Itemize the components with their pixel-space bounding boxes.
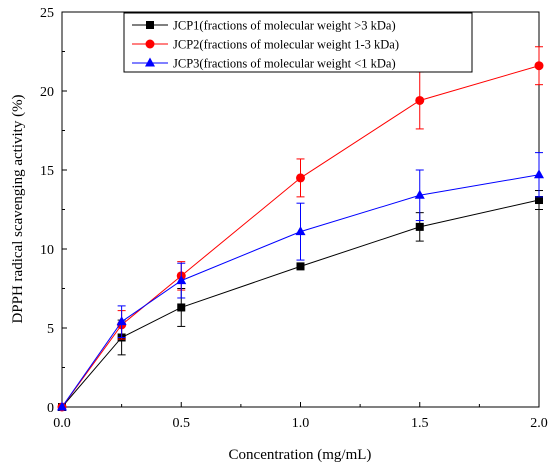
data-point <box>415 95 425 105</box>
data-point <box>296 173 305 183</box>
data-point <box>414 189 425 199</box>
data-point <box>176 275 187 285</box>
series-line <box>61 199 540 408</box>
legend-label: JCP3(fractions of molecular weight <1 kD… <box>173 57 396 71</box>
legend-marker <box>145 57 155 67</box>
y-tick-label: 10 <box>40 243 54 258</box>
x-tick-label: 2.0 <box>530 416 548 431</box>
y-tick-label: 15 <box>40 164 54 179</box>
y-tick-label: 0 <box>47 401 54 416</box>
legend-box <box>123 12 473 73</box>
series-layer <box>57 46 544 412</box>
data-point <box>177 303 186 312</box>
legend-label: JCP2(fractions of molecular weight 1-3 k… <box>173 38 399 52</box>
x-axis-label: Concentration (mg/mL) <box>229 447 372 463</box>
y-axis: 0 5 10 15 20 25 <box>40 6 67 416</box>
x-axis: 0.0 0.5 1.0 1.5 2.0 <box>53 402 548 431</box>
y-tick-label: 5 <box>47 322 54 337</box>
x-tick-label: 1.0 <box>292 416 310 431</box>
data-point <box>116 316 127 326</box>
legend-marker <box>145 39 155 49</box>
y-tick-label: 25 <box>40 6 54 21</box>
x-tick-label: 0.0 <box>53 416 71 431</box>
y-tick-label: 20 <box>40 85 54 100</box>
series-line <box>61 65 540 408</box>
series-3 <box>57 152 544 411</box>
legend-label: JCP1(fractions of molecular weight >3 kD… <box>173 19 396 33</box>
x-tick-label: 1.5 <box>411 416 429 431</box>
data-point <box>415 222 424 231</box>
legend-marker <box>146 21 154 29</box>
data-point <box>295 226 306 236</box>
data-point <box>534 61 544 71</box>
x-tick-label: 0.5 <box>173 416 191 431</box>
legend-entry: JCP2(fractions of molecular weight 1-3 k… <box>132 38 399 52</box>
series-line <box>61 174 540 408</box>
data-point <box>535 196 543 205</box>
data-point <box>57 401 67 411</box>
data-point <box>296 262 305 271</box>
legend-entry: JCP3(fractions of molecular weight <1 kD… <box>132 57 396 71</box>
data-point <box>534 169 544 179</box>
legend: JCP1(fractions of molecular weight >3 kD… <box>123 12 473 73</box>
legend-entry: JCP1(fractions of molecular weight >3 kD… <box>132 19 396 33</box>
y-axis-label: DPPH radical scavenging activity (%) <box>10 94 26 323</box>
